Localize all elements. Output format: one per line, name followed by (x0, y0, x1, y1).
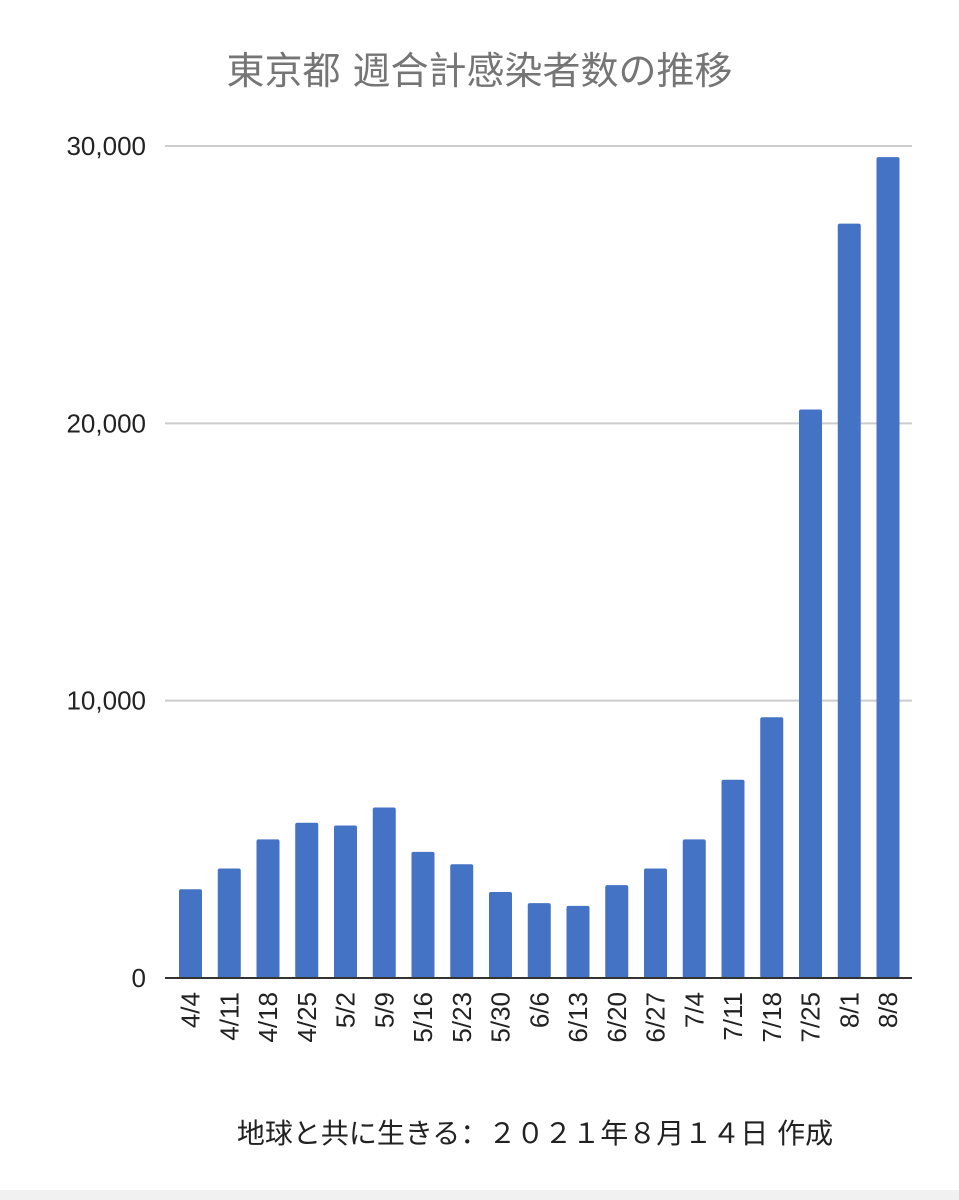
x-tick-label: 8/8 (873, 992, 903, 1028)
bar (527, 903, 551, 978)
x-tick-label: 7/11 (718, 992, 748, 1041)
bar (295, 822, 319, 978)
bar (566, 905, 590, 978)
bar (605, 885, 629, 978)
gridlines (165, 145, 912, 702)
chart-title: 東京都 週合計感染者数の推移 (226, 49, 733, 93)
x-tick-label: 4/25 (292, 992, 322, 1043)
x-tick-label: 4/18 (253, 992, 283, 1043)
bar (334, 825, 357, 978)
bar (644, 868, 667, 978)
x-tick-label: 6/27 (641, 992, 671, 1043)
bar (837, 223, 861, 979)
x-axis-tick-labels: 4/4 4/11 4/18 4/25 5/2 5/9 5/16 5/23 5/30 6/6 6/13… (176, 992, 904, 1043)
x-tick-label: 7/18 (757, 992, 787, 1043)
y-tick-label: 30,000 (66, 131, 146, 161)
x-tick-label: 5/2 (331, 992, 361, 1028)
bar (721, 779, 745, 978)
y-tick-label: 0 (132, 963, 146, 993)
x-tick-label: 4/4 (176, 992, 206, 1028)
bottom-strip (0, 1190, 959, 1200)
footer-credit: 地球と共に生きる：２０２１年８月１４日 作成 (236, 1117, 834, 1150)
bar (799, 409, 822, 978)
bar (179, 889, 202, 978)
bar (256, 839, 280, 978)
x-tick-label: 7/4 (679, 992, 709, 1028)
x-tick-label: 6/6 (524, 992, 554, 1028)
x-tick-label: 5/23 (447, 992, 477, 1043)
x-tick-label: 5/16 (408, 992, 438, 1043)
y-axis-tick-labels: 0 10,000 20,000 30,000 (66, 131, 146, 993)
bar (682, 839, 706, 978)
bar (372, 807, 396, 978)
bar (450, 864, 474, 978)
x-tick-label: 5/30 (486, 992, 516, 1043)
x-tick-label: 4/11 (214, 992, 244, 1041)
bar (760, 717, 784, 978)
x-tick-label: 5/9 (369, 992, 399, 1028)
bar (876, 157, 900, 979)
x-tick-label: 6/20 (602, 992, 632, 1043)
bar (489, 892, 512, 978)
y-tick-label: 10,000 (66, 686, 146, 716)
bar (217, 868, 241, 978)
bar (411, 851, 435, 978)
x-tick-label: 7/25 (796, 992, 826, 1043)
x-tick-label: 6/13 (563, 992, 593, 1043)
x-tick-label: 8/1 (834, 992, 864, 1028)
y-tick-label: 20,000 (66, 408, 146, 438)
bars (179, 157, 900, 979)
